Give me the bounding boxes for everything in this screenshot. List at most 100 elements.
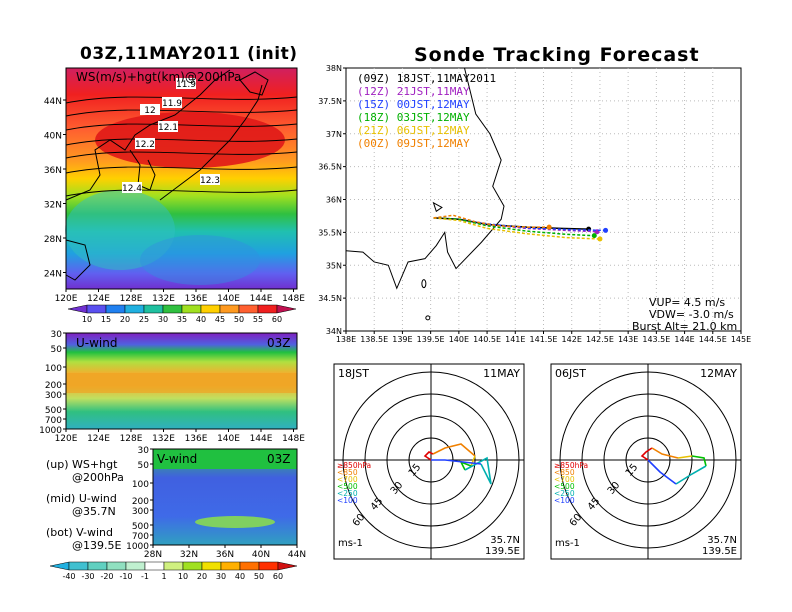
polar-time: 18JST	[338, 367, 369, 380]
polar-loc-lat: 35.7N	[490, 535, 520, 546]
sonde-track	[433, 214, 550, 228]
ws-colorbar-label: 60	[272, 315, 282, 324]
wind-colorbar-swatch	[277, 561, 298, 571]
level-legend-entry: ≥850hPa	[337, 461, 371, 470]
wind-colorbar-label: -30	[81, 572, 94, 581]
uwind-p-tick-label: 500	[45, 406, 62, 416]
wind-colorbar-label: -1	[141, 572, 149, 581]
contour-label: 12	[144, 106, 155, 116]
lon-tick-label: 140E	[217, 294, 240, 304]
track-lon-tick-label: 144E	[674, 335, 694, 344]
track-lon-tick-label: 142E	[562, 335, 582, 344]
contour-label: 12.4	[122, 184, 142, 194]
coastline-korea	[129, 149, 156, 191]
polar-loc-lon: 139.5E	[702, 546, 737, 557]
wind-colorbar-label: 20	[197, 572, 207, 581]
polar-date: 12MAY	[700, 367, 737, 380]
track-lat-tick-label: 35N	[326, 261, 342, 270]
lat-tick-label: 28N	[44, 235, 62, 245]
vwind-top-band	[153, 449, 297, 469]
ws-colorbar-swatch	[238, 304, 259, 314]
level-legend-entry: <500	[337, 482, 358, 491]
wind-colorbar-label: 10	[178, 572, 188, 581]
lat-tick-label: 44N	[44, 97, 62, 107]
wind-colorbar-swatch	[182, 561, 203, 571]
track-info: VUP= 4.5 m/s VDW= -3.0 m/s Burst Alt= 21…	[632, 297, 737, 333]
track-lon-tick-label: 140.5E	[473, 335, 501, 344]
ws-colorbar-swatch	[143, 304, 164, 314]
ws-colorbar-label: 30	[158, 315, 168, 324]
lon-tick-label: 124E	[87, 294, 110, 304]
hodograph-segment	[432, 443, 476, 457]
vwind-p-tick-label: 700	[132, 532, 149, 542]
map-frame	[65, 67, 298, 290]
track-lon-tick-label: 142.5E	[586, 335, 614, 344]
legend-bot-a: (bot) V-wind	[46, 526, 113, 539]
vwind-lat-tick-label: 36N	[216, 550, 234, 560]
uwind-lon-tick-label: 148E	[282, 434, 305, 444]
right-title: Sonde Tracking Forecast	[414, 44, 700, 66]
ws-colorbar-label: 25	[139, 315, 149, 324]
lat-tick-label: 36N	[44, 166, 62, 176]
uwind-p-tick-label: 30	[51, 330, 63, 340]
uwind-label: U-wind	[76, 336, 117, 350]
uwind-p-tick-label: 1000	[39, 426, 62, 436]
uwind-lon-tick-label: 120E	[55, 434, 78, 444]
track-lon-tick-label: 141E	[505, 335, 525, 344]
ws-colorbar-swatch	[67, 304, 88, 314]
ws-colorbar-label: 55	[253, 315, 263, 324]
level-legend-entry: <100	[554, 496, 575, 505]
track-lon-tick-label: 141.5E	[530, 335, 558, 344]
uwind-p-tick-label: 100	[45, 364, 62, 374]
info-vup: VUP= 4.5 m/s	[649, 296, 726, 309]
vwind-p-tick-label: 1000	[126, 542, 149, 552]
uwind-lon-tick-label: 136E	[185, 434, 208, 444]
wind-colorbar-swatch	[163, 561, 184, 571]
track-lon-tick-label: 138E	[336, 335, 356, 344]
uwind-p-tick-label: 700	[45, 416, 62, 426]
ws-colorbar-label: 20	[120, 315, 130, 324]
vwind-p-tick-label: 300	[132, 507, 149, 517]
legend-mid: (mid) U-wind @35.7N	[46, 492, 124, 518]
lon-tick-label: 120E	[55, 294, 78, 304]
contour-label: 12.3	[200, 176, 220, 186]
uwind-p-tick-label: 300	[45, 391, 62, 401]
info-burst: Burst Alt= 21.0 km	[632, 320, 738, 333]
uwind-lon-tick-label: 140E	[217, 434, 240, 444]
track-lon-tick-label: 138.5E	[360, 335, 388, 344]
vwind-p-tick-label: 500	[132, 522, 149, 532]
level-legend-entry: ≥850hPa	[554, 461, 588, 470]
ws-colorbar-swatch	[276, 304, 297, 314]
sonde-track	[433, 217, 600, 240]
polar-loc-lat: 35.7N	[707, 535, 737, 546]
vwind-p-tick-label: 200	[132, 497, 149, 507]
legend-bot: (bot) V-wind @139.5E	[46, 526, 124, 552]
legend-bot-b: @139.5E	[72, 539, 122, 552]
coastline-china-south	[65, 239, 91, 281]
left-title: 03Z,11MAY2011 (init)	[80, 44, 298, 64]
contour-label-bg	[176, 78, 196, 89]
contour-label: 11.9	[176, 80, 196, 90]
vwind-lat-tick-label: 28N	[144, 550, 162, 560]
run-label-2: (15Z) 00JST,12MAY	[357, 98, 470, 111]
hodograph-segment	[470, 455, 476, 467]
contour-label-bg	[200, 174, 220, 185]
sonde-landing-point	[546, 224, 552, 230]
legend-mid-b: @35.7N	[72, 505, 116, 518]
wind-colorbar-swatch	[125, 561, 146, 571]
ws-colorbar-label: 40	[196, 315, 206, 324]
wind-colorbar-label: 30	[216, 572, 226, 581]
hodograph-segment	[431, 459, 482, 465]
contour-label-bg	[162, 97, 182, 108]
height-contour	[65, 166, 298, 174]
lon-tick-label: 128E	[120, 294, 143, 304]
track-lon-tick-label: 144.5E	[699, 335, 727, 344]
wind-colorbar-label: -10	[119, 572, 132, 581]
track-lat-tick-label: 34N	[326, 327, 342, 336]
ws-colorbar-swatch	[162, 304, 183, 314]
uwind-lon-tick-label: 124E	[87, 434, 110, 444]
vwind-p-tick-label: 100	[132, 480, 149, 490]
ws-colorbar-swatch	[105, 304, 126, 314]
wind-colorbar-swatch	[201, 561, 222, 571]
vwind-lat-tick-label: 44N	[288, 550, 306, 560]
